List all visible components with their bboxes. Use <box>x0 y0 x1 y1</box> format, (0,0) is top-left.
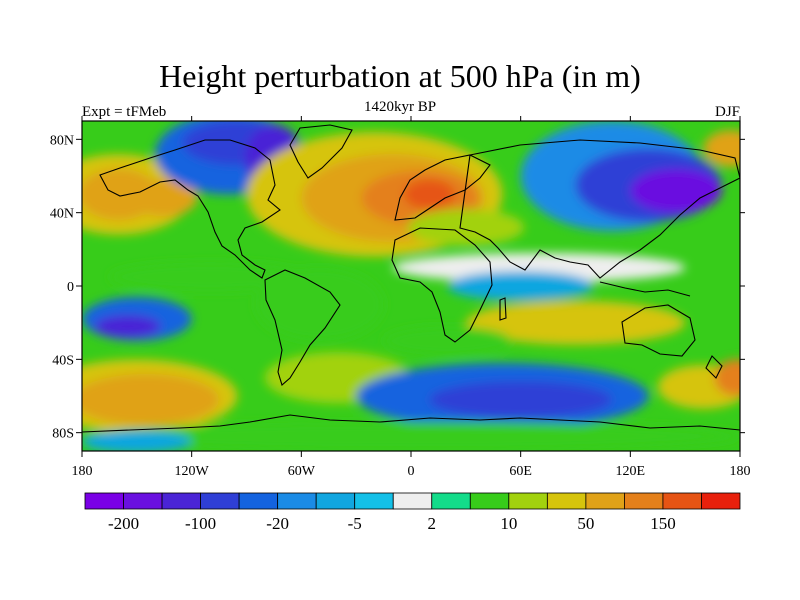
field-region <box>703 130 740 167</box>
x-tick-label: 60W <box>288 464 316 479</box>
field-region <box>82 374 220 426</box>
x-tick-label: 180 <box>72 464 93 479</box>
colorbar-swatch <box>238 492 279 510</box>
colorbar-swatch <box>161 492 201 510</box>
colorbar-swatch <box>354 492 394 510</box>
y-tick-label: 40N <box>50 207 74 222</box>
coast-australia <box>621 304 696 357</box>
field-region <box>255 267 384 342</box>
field-region <box>447 271 594 301</box>
field-region <box>465 300 686 345</box>
coast-indonesia <box>599 281 691 297</box>
y-tick-label: 0 <box>67 280 74 295</box>
field-region <box>630 168 722 213</box>
colorbar-label: 150 <box>650 514 676 533</box>
coastlines <box>82 124 740 433</box>
colorbar-swatch <box>431 492 471 510</box>
field-region <box>82 430 192 451</box>
coast-asia <box>459 139 740 279</box>
colorbar-label: -20 <box>266 514 289 533</box>
colorbar-label: 50 <box>577 514 594 533</box>
season-label: DJF <box>714 104 740 120</box>
colorbar-swatch <box>508 492 548 510</box>
y-tick-label: 80S <box>52 427 74 442</box>
axes: 180 120W 60W 0 60E 120E 180 80N 40N 0 40S 80S <box>50 116 751 479</box>
colorbar-swatch <box>200 492 240 510</box>
field-region <box>407 209 525 246</box>
coast-south-america <box>264 269 341 386</box>
x-tick-label: 60E <box>509 464 532 479</box>
contour-field <box>82 121 740 451</box>
colorbar-swatch <box>469 492 510 510</box>
x-tick-label: 180 <box>730 464 751 479</box>
coast-north-america <box>99 139 281 279</box>
field-region <box>109 262 311 292</box>
chart-title: Height perturbation at 500 hPa (in m) <box>159 58 641 94</box>
coast-greenland <box>289 124 353 179</box>
x-tick-label: 0 <box>408 464 415 479</box>
colorbar-swatch <box>662 492 702 510</box>
colorbar-swatch <box>546 492 587 510</box>
colorbar-label: -5 <box>348 514 362 533</box>
colorbar-swatch <box>123 492 163 510</box>
time-label: 1420kyr BP <box>363 99 437 115</box>
colorbar-swatch <box>277 492 317 510</box>
colorbar-swatch <box>84 492 124 510</box>
field-region <box>392 252 686 283</box>
colorbar: -200 -100 -20 -5 2 10 50 150 <box>84 492 741 533</box>
field-region <box>94 315 161 338</box>
field-region <box>383 326 512 356</box>
field-region <box>131 179 198 217</box>
y-tick-label: 40S <box>52 353 74 368</box>
field-region <box>82 421 740 451</box>
colorbar-swatch <box>585 492 625 510</box>
colorbar-label: 10 <box>500 514 517 533</box>
coast-antarctica <box>82 414 740 433</box>
colorbar-swatch <box>392 492 433 510</box>
coast-africa <box>391 227 493 343</box>
field-region <box>429 381 613 418</box>
coast-new-zealand <box>705 355 723 379</box>
y-tick-label: 80N <box>50 133 74 148</box>
coast-madagascar <box>499 297 507 321</box>
colorbar-label: 2 <box>428 514 437 533</box>
x-tick-label: 120W <box>175 464 210 479</box>
x-tick-label: 120E <box>616 464 646 479</box>
colorbar-label: -100 <box>185 514 216 533</box>
colorbar-swatch <box>315 492 356 510</box>
field-region <box>403 179 455 209</box>
colorbar-swatch <box>624 492 664 510</box>
colorbar-swatch <box>701 492 741 510</box>
experiment-label: Expt = tFMeb <box>82 104 167 120</box>
colorbar-label: -200 <box>108 514 139 533</box>
coast-europe <box>394 154 491 221</box>
